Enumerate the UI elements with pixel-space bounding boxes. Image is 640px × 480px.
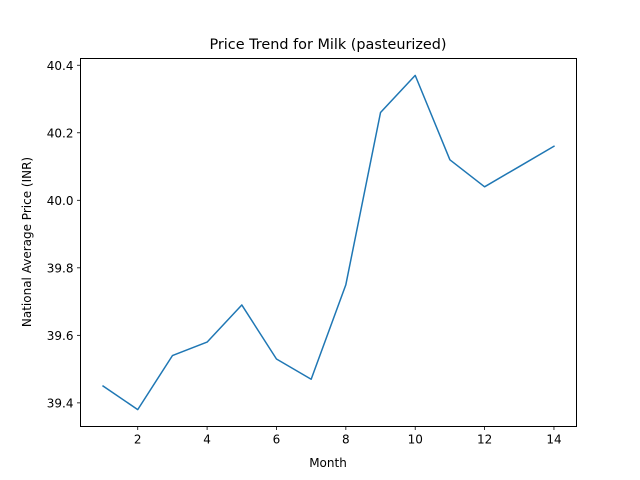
plot-frame (80, 58, 577, 427)
x-tick-label: 12 (477, 433, 492, 447)
x-tick-label: 8 (342, 433, 350, 447)
x-tick-label: 10 (408, 433, 423, 447)
y-axis-label: National Average Price (INR) (20, 157, 34, 327)
y-tick-label: 40.2 (47, 126, 74, 140)
y-tick-label: 40.0 (47, 194, 74, 208)
y-axis-ticks: 39.4 39.6 39.8 40.0 40.2 40.4 (47, 59, 81, 410)
y-tick-label: 39.8 (47, 261, 74, 275)
series-line (102, 74, 555, 411)
x-axis-label: Month (309, 456, 347, 470)
y-tick-label: 40.4 (47, 59, 74, 73)
y-tick-label: 39.4 (47, 396, 74, 410)
x-tick-label: 6 (273, 433, 281, 447)
y-tick-label: 39.6 (47, 329, 74, 343)
plot-area (102, 74, 555, 411)
chart-title: Price Trend for Milk (pasteurized) (209, 37, 446, 53)
x-tick-label: 4 (203, 433, 211, 447)
x-tick-label: 14 (546, 433, 561, 447)
x-tick-label: 2 (134, 433, 142, 447)
x-axis-ticks: 2 4 6 8 10 12 14 (134, 426, 562, 447)
